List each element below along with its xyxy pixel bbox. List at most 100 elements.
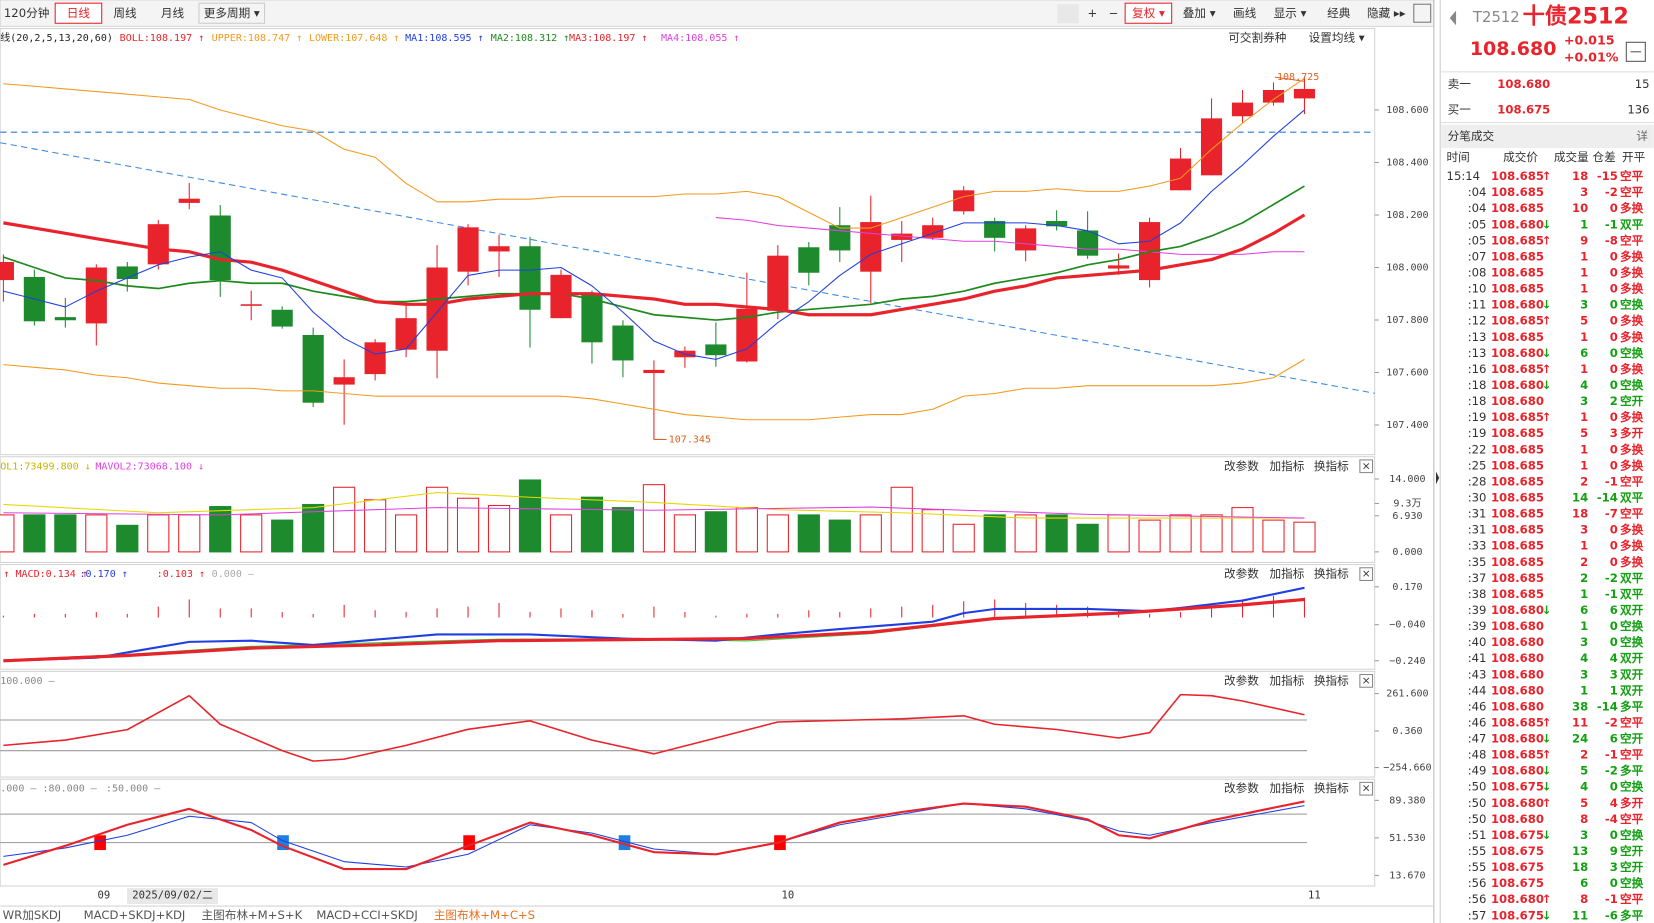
- tick-time: :44: [1468, 683, 1487, 697]
- tick-time: :25: [1468, 458, 1487, 472]
- panel-button[interactable]: 加指标: [1269, 459, 1304, 473]
- tick-oi: 0: [1610, 555, 1618, 569]
- tick-price: 108.685: [1491, 282, 1544, 296]
- tick-type: 空开: [1620, 860, 1644, 874]
- tick-oi: 0: [1610, 201, 1618, 215]
- tick-oi: -1: [1605, 474, 1618, 488]
- collapse-arrow[interactable]: [1435, 471, 1440, 485]
- tick-type: 多平: [1620, 699, 1644, 713]
- tick-price: 108.680: [1491, 667, 1544, 681]
- tick-arrow: ↑: [1542, 892, 1552, 906]
- tool-button[interactable]: 叠加 ▾: [1183, 6, 1216, 20]
- tick-time: :35: [1468, 555, 1487, 569]
- panel-button[interactable]: 改参数: [1224, 567, 1259, 581]
- tick-type: 双开: [1620, 667, 1644, 681]
- panel-button[interactable]: 加指标: [1269, 673, 1304, 687]
- tick-arrow: ↓: [1542, 732, 1552, 746]
- volume-bar: [394, 514, 418, 553]
- tool-button[interactable]: 复权 ▾: [1132, 6, 1165, 20]
- indicator-legend: MA1:108.595 ↑: [405, 33, 484, 44]
- indicator-tab[interactable]: 主图布林+M+S+K: [201, 908, 302, 922]
- tick-volume: 18: [1572, 507, 1588, 521]
- detail-button[interactable]: 详: [1636, 129, 1648, 143]
- volume-bar: [85, 514, 108, 553]
- column-header: 成交量: [1554, 150, 1589, 164]
- indicator-line: [3, 109, 1305, 360]
- tick-oi: 3: [1610, 426, 1618, 440]
- candle-body: [1262, 90, 1285, 103]
- tick-time: :49: [1468, 764, 1487, 778]
- volume-bar: [890, 486, 913, 553]
- tool-button[interactable]: 经典: [1327, 6, 1351, 20]
- volume-bar: [952, 523, 975, 553]
- tick-volume: 11: [1572, 908, 1588, 922]
- panel-button[interactable]: 换指标: [1314, 567, 1349, 581]
- indicator-legend: LOWER:107.648 ↑: [309, 33, 400, 44]
- tool-button[interactable]: 隐藏 ▸▸: [1367, 6, 1406, 20]
- tick-oi: -14: [1597, 490, 1618, 504]
- tick-oi: 1: [1610, 683, 1618, 697]
- period-button-frame: [54, 2, 103, 24]
- candle-body: [488, 246, 510, 252]
- tool-button[interactable]: 画线: [1233, 6, 1257, 20]
- panel-button[interactable]: 加指标: [1269, 781, 1304, 795]
- panel-close[interactable]: ×: [1362, 460, 1371, 472]
- tick-time: :39: [1468, 619, 1487, 633]
- tick-type: 双平: [1620, 587, 1644, 601]
- indicator-tab[interactable]: WR加SKDJ: [3, 908, 62, 922]
- indicator-tab[interactable]: 主图布林+M+C+S: [434, 908, 535, 922]
- tick-price: 108.680: [1491, 892, 1544, 906]
- tick-time: :57: [1468, 908, 1487, 922]
- tick-oi: -2: [1605, 571, 1618, 585]
- y-tick-label: −0.040: [1389, 620, 1425, 631]
- indicator-tab[interactable]: MACD+SKDJ+KDJ: [84, 908, 186, 922]
- panel-button[interactable]: 改参数: [1224, 673, 1259, 687]
- period-button[interactable]: 120分钟: [4, 6, 49, 20]
- expand-icon[interactable]: [1413, 3, 1432, 23]
- panel-button[interactable]: 改参数: [1224, 781, 1259, 795]
- tick-oi: 0: [1610, 539, 1618, 553]
- period-button[interactable]: 周线: [113, 6, 137, 20]
- tick-volume: 4: [1580, 651, 1588, 665]
- candle-body: [860, 222, 882, 272]
- panel-close[interactable]: ×: [1362, 675, 1371, 687]
- tick-volume: 1: [1580, 539, 1588, 553]
- tick-type: 多换: [1620, 442, 1644, 456]
- prev-arrow[interactable]: [1449, 10, 1457, 26]
- volume-bar: [333, 486, 356, 553]
- period-button[interactable]: 月线: [161, 6, 185, 20]
- tick-time: :10: [1468, 282, 1487, 296]
- tick-volume: 5: [1580, 764, 1588, 778]
- minimize-icon[interactable]: [1625, 41, 1646, 62]
- zoom-out[interactable]: −: [1109, 6, 1119, 20]
- book-volume: 136: [1627, 102, 1649, 116]
- panel-close[interactable]: ×: [1362, 568, 1371, 580]
- main-button[interactable]: 可交割券种: [1228, 31, 1286, 45]
- tick-time: 15:14: [1447, 169, 1481, 183]
- lock-icon[interactable]: [1057, 4, 1079, 24]
- tick-volume: 2: [1580, 571, 1588, 585]
- trend-drawing: [0, 142, 1375, 394]
- panel-button[interactable]: 换指标: [1314, 781, 1349, 795]
- period-button[interactable]: 更多周期 ▾: [204, 6, 260, 20]
- tick-type: 空平: [1620, 507, 1644, 521]
- tick-volume: 13: [1572, 844, 1588, 858]
- tool-button[interactable]: 显示 ▾: [1274, 6, 1307, 20]
- candle-body: [953, 190, 975, 212]
- book-price: 108.680: [1497, 77, 1550, 91]
- panel-close[interactable]: ×: [1362, 783, 1371, 795]
- tick-type: 双开: [1620, 651, 1644, 665]
- zoom-in[interactable]: +: [1088, 6, 1098, 20]
- panel-button[interactable]: 换指标: [1314, 459, 1349, 473]
- tick-price: 108.685: [1491, 265, 1544, 279]
- volume-bar: [766, 514, 789, 553]
- period-button[interactable]: 日线: [67, 6, 91, 20]
- panel-button[interactable]: 改参数: [1224, 459, 1259, 473]
- indicator-tab[interactable]: MACD+CCI+SKDJ: [316, 908, 417, 922]
- tick-time: :33: [1468, 539, 1487, 553]
- main-button[interactable]: 设置均线 ▾: [1309, 31, 1365, 45]
- panel-button[interactable]: 换指标: [1314, 673, 1349, 687]
- panel-button[interactable]: 加指标: [1269, 567, 1304, 581]
- tick-time: :08: [1468, 265, 1487, 279]
